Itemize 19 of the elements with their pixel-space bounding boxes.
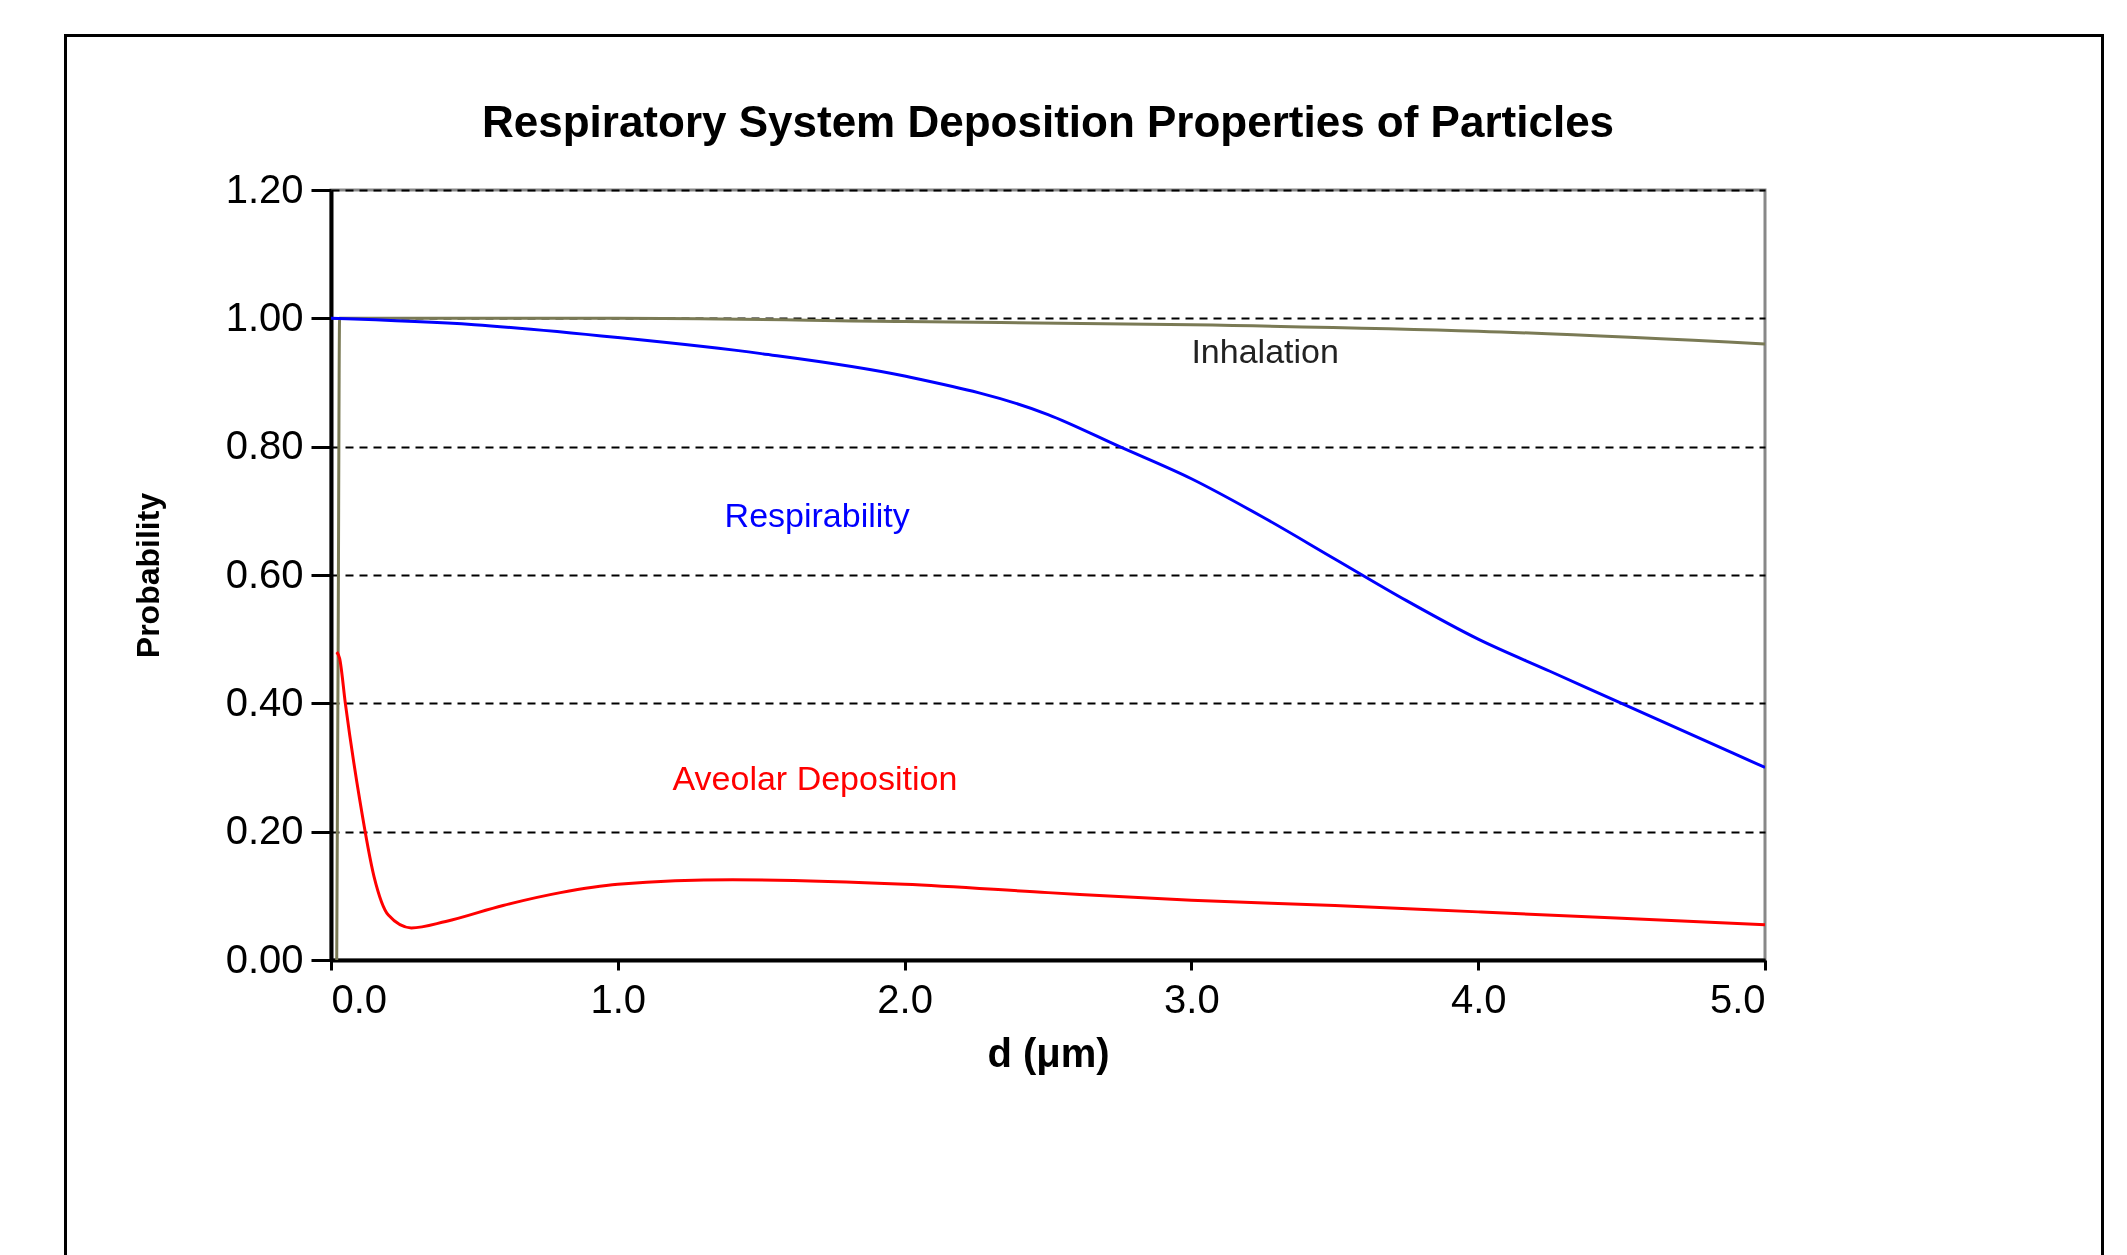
x-tick-label: 2.0 <box>877 976 933 1021</box>
x-tick-label: 3.0 <box>1164 976 1220 1021</box>
y-tick-label: 0.40 <box>225 679 304 724</box>
y-tick-label: 1.00 <box>225 294 304 339</box>
x-axis-title: d (μm) <box>987 1030 1110 1075</box>
y-tick-label: 0.20 <box>225 808 304 853</box>
y-tick-label: 0.80 <box>225 423 304 468</box>
y-tick-label: 1.20 <box>225 166 304 211</box>
x-tick-label: 1.0 <box>590 976 647 1021</box>
y-axis-title: Probability <box>129 492 166 659</box>
series-label: Inhalation <box>1191 331 1339 370</box>
text: Respirability <box>724 496 910 535</box>
chart-title: Respiratory System Deposition Properties of Particles <box>481 97 1615 146</box>
x-tick-label: 5.0 <box>1709 976 1766 1021</box>
x-tick-label: 0.0 <box>331 976 388 1021</box>
text: Aveolar Deposition <box>672 759 958 798</box>
y-tick-label: 0.00 <box>225 936 304 981</box>
x-tick-label: 4.0 <box>1450 976 1507 1021</box>
y-tick-label: 0.60 <box>225 551 304 596</box>
